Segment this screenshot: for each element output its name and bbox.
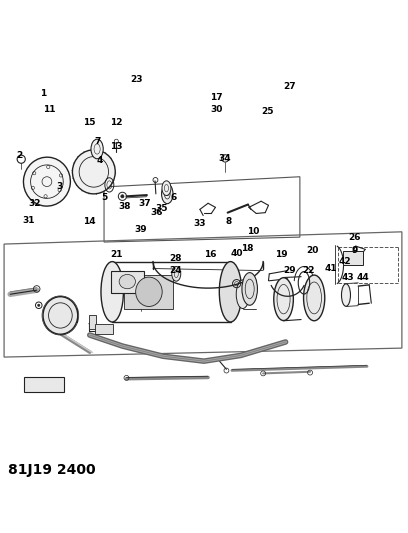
Ellipse shape	[101, 262, 123, 322]
Text: 10: 10	[247, 227, 259, 236]
Text: 8: 8	[225, 217, 232, 226]
Ellipse shape	[341, 284, 350, 306]
Text: 27: 27	[284, 83, 296, 92]
Text: 12: 12	[110, 118, 122, 127]
Text: 34: 34	[218, 154, 231, 163]
Text: 19: 19	[275, 250, 288, 259]
Ellipse shape	[91, 139, 103, 159]
Text: 28: 28	[169, 254, 182, 263]
Text: 39: 39	[135, 225, 147, 235]
Bar	[24, 377, 64, 392]
Text: 15: 15	[84, 118, 96, 127]
Text: 43: 43	[341, 273, 354, 282]
Ellipse shape	[220, 262, 242, 322]
Bar	[89, 316, 96, 328]
Text: 4: 4	[97, 156, 103, 165]
Ellipse shape	[172, 266, 181, 281]
Text: 33: 33	[194, 219, 206, 228]
Text: 26: 26	[349, 233, 361, 243]
Text: 3: 3	[56, 182, 62, 191]
Text: 22: 22	[302, 266, 314, 275]
Text: 24: 24	[169, 266, 182, 275]
Text: 31: 31	[22, 216, 35, 225]
Text: 40: 40	[231, 249, 243, 258]
Circle shape	[38, 304, 40, 306]
Text: 29: 29	[284, 266, 296, 275]
Text: 23: 23	[131, 75, 143, 84]
Ellipse shape	[135, 277, 162, 306]
Ellipse shape	[119, 274, 135, 289]
Ellipse shape	[72, 150, 115, 194]
Ellipse shape	[236, 280, 249, 309]
Text: 81J19 2400: 81J19 2400	[8, 463, 96, 477]
Ellipse shape	[304, 275, 325, 321]
Bar	[124, 274, 173, 309]
Text: 5: 5	[101, 192, 107, 201]
Circle shape	[166, 192, 169, 196]
Bar	[343, 251, 363, 265]
Text: 9: 9	[352, 246, 358, 255]
Text: 2: 2	[16, 151, 23, 159]
Ellipse shape	[162, 181, 171, 196]
Text: 35: 35	[155, 204, 167, 213]
Text: 42: 42	[339, 257, 351, 266]
Ellipse shape	[43, 297, 78, 334]
Text: 21: 21	[110, 250, 122, 259]
Text: 37: 37	[139, 199, 151, 208]
Text: 1: 1	[40, 89, 46, 98]
Text: 13: 13	[110, 142, 122, 151]
Text: 17: 17	[210, 93, 222, 102]
Text: 38: 38	[118, 201, 131, 211]
Ellipse shape	[23, 157, 71, 206]
Text: 41: 41	[324, 264, 337, 273]
Bar	[95, 324, 113, 334]
Text: 32: 32	[29, 199, 41, 208]
Text: 36: 36	[151, 208, 163, 217]
Text: 44: 44	[357, 273, 370, 282]
Text: 20: 20	[306, 246, 318, 255]
Ellipse shape	[242, 272, 257, 305]
Circle shape	[121, 195, 124, 198]
Text: 30: 30	[210, 105, 222, 114]
Text: 25: 25	[261, 107, 273, 116]
Bar	[111, 271, 144, 293]
Ellipse shape	[274, 278, 293, 320]
Text: 14: 14	[84, 217, 96, 226]
Text: 16: 16	[204, 250, 216, 259]
Text: 18: 18	[241, 244, 253, 253]
Text: 6: 6	[170, 192, 177, 201]
Text: 11: 11	[43, 105, 55, 114]
Ellipse shape	[162, 184, 173, 204]
Text: 7: 7	[95, 137, 101, 146]
